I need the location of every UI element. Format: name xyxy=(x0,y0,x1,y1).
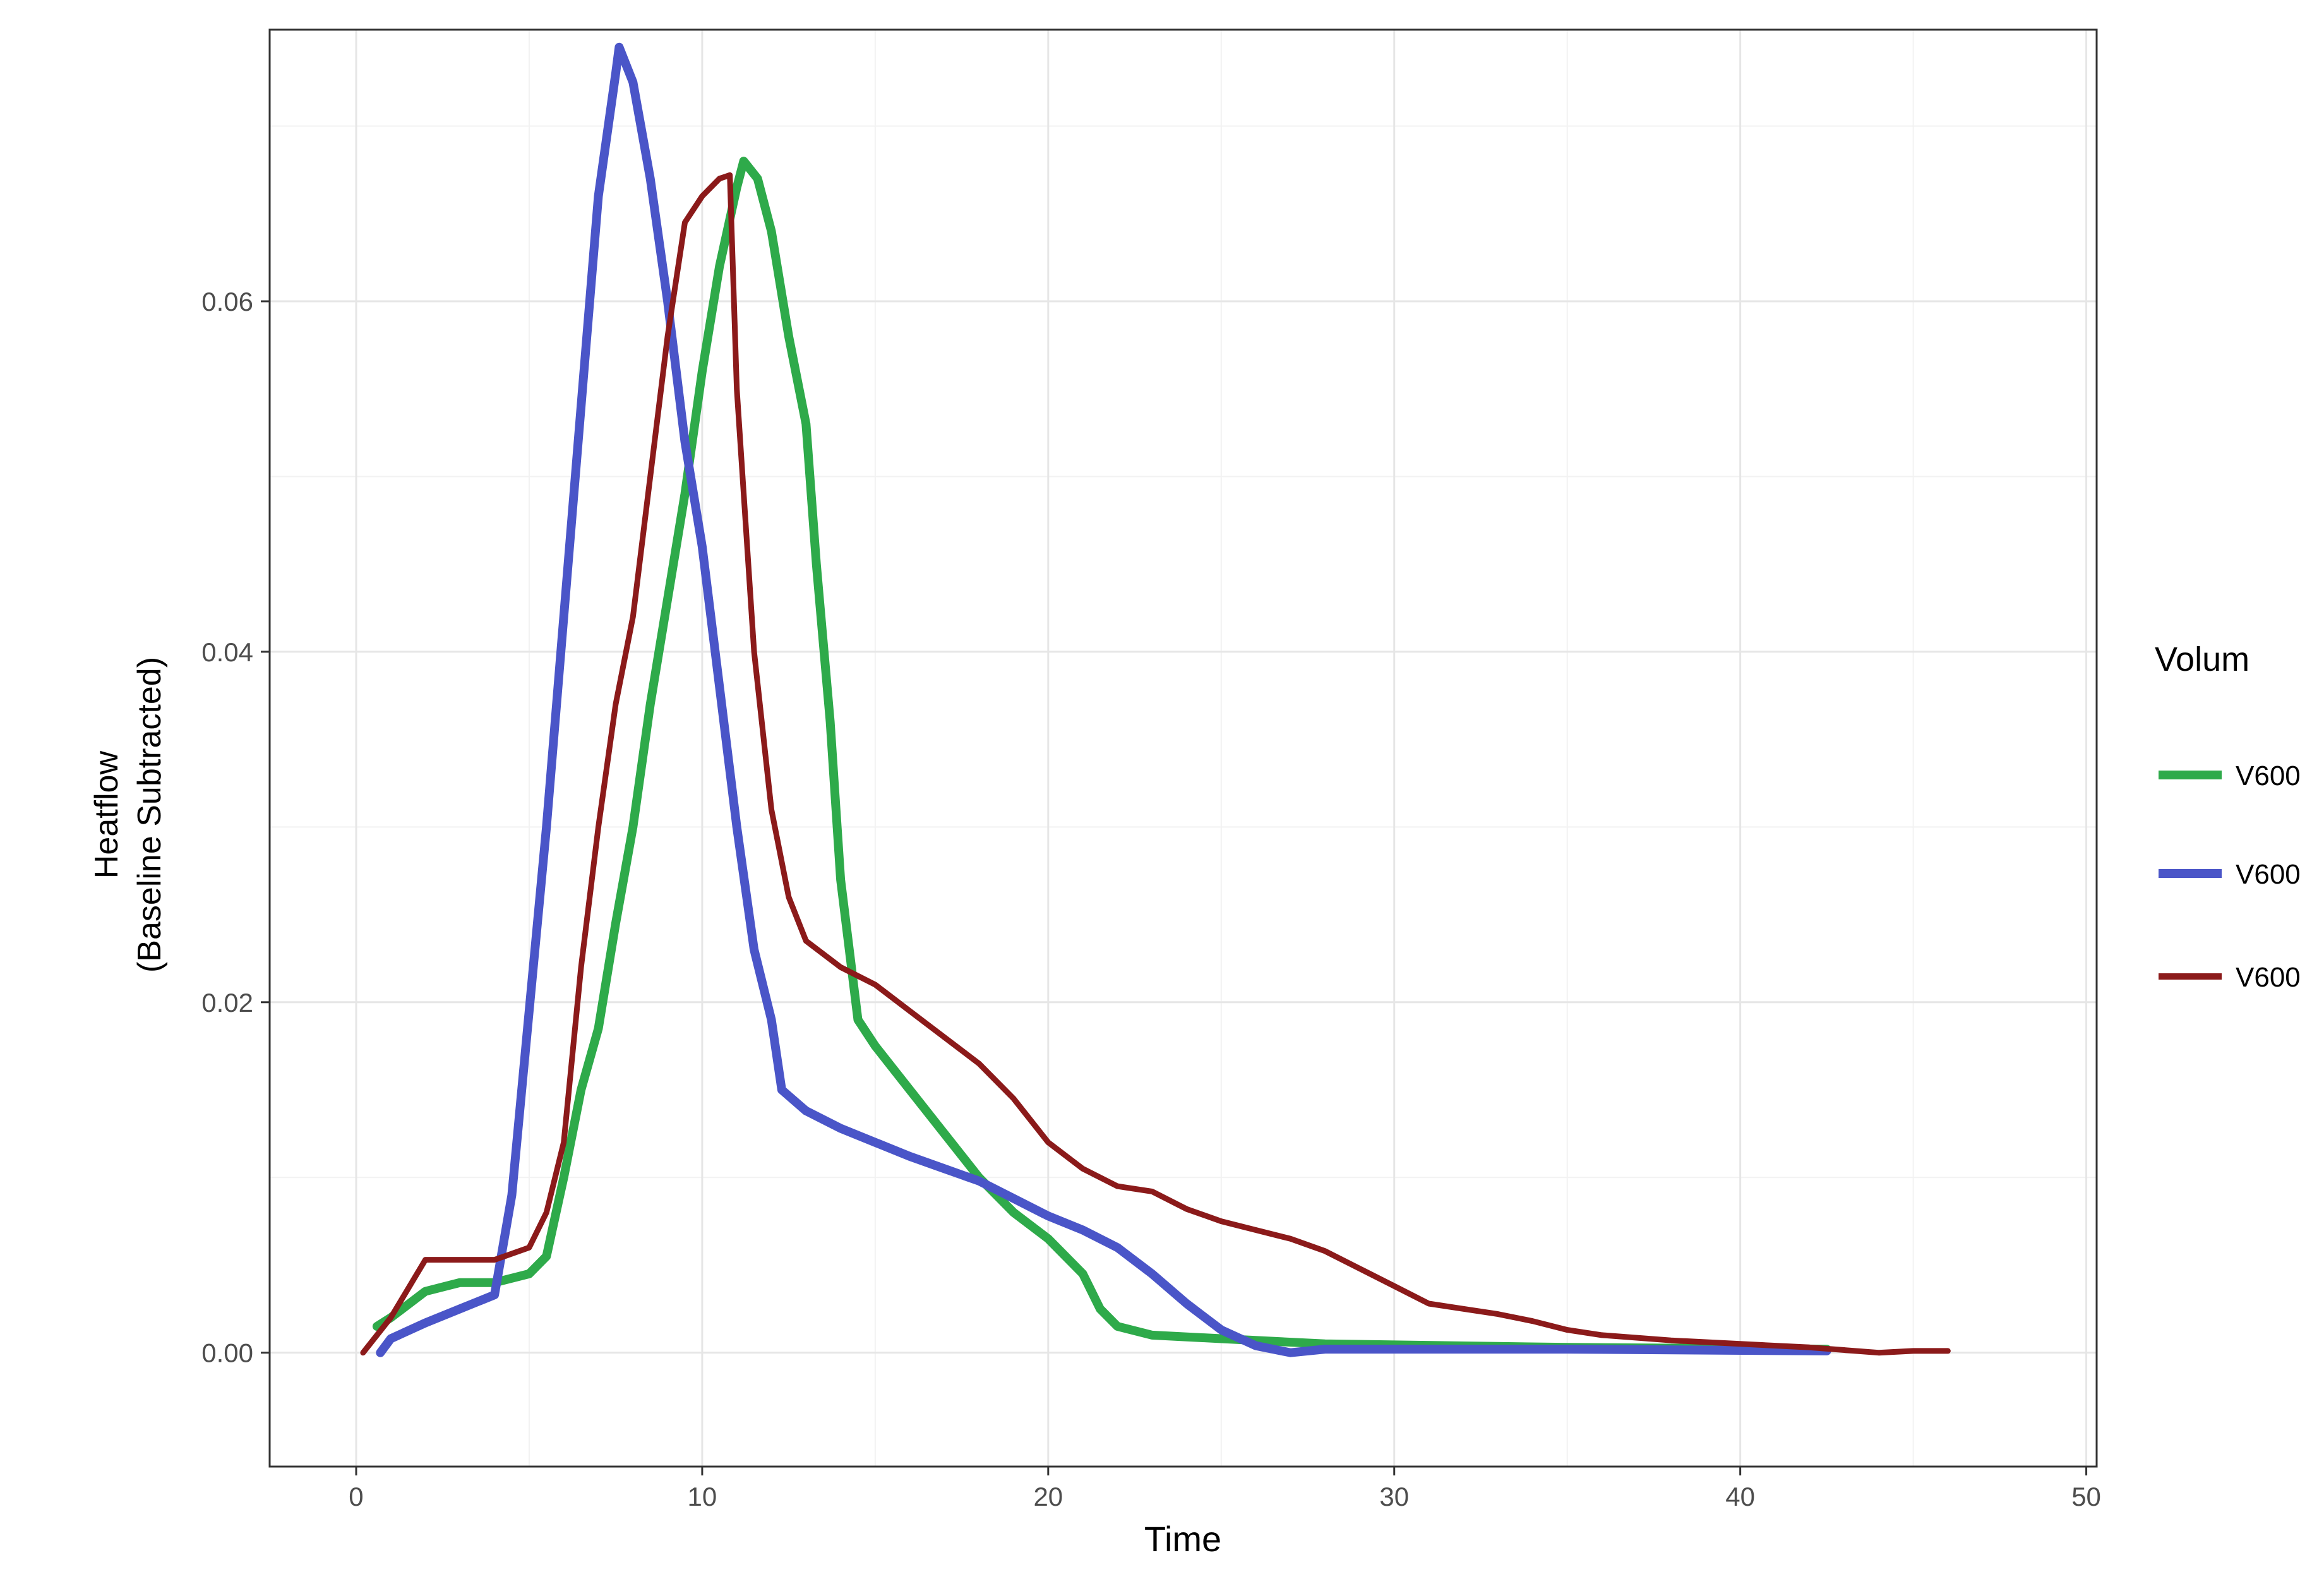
series-line-2 xyxy=(376,42,1831,1357)
y-axis-title-line1: Heatflow xyxy=(88,750,125,879)
y-tick-label: 0.02 xyxy=(201,988,253,1018)
legend: Volum V600 V600 V600 xyxy=(2155,640,2301,993)
series-line-3 xyxy=(360,172,1951,1356)
series-line-1 xyxy=(372,157,1831,1354)
x-tick-label: 0 xyxy=(349,1482,363,1511)
y-axis-title: Heatflow (Baseline Subtracted) xyxy=(88,657,168,973)
legend-label-2: V600 xyxy=(2236,859,2301,890)
x-axis: 0 10 20 30 40 50 xyxy=(349,1467,2101,1511)
x-tick-label: 40 xyxy=(1725,1482,1755,1511)
legend-entries: V600 V600 V600 xyxy=(2159,760,2301,993)
x-tick-label: 50 xyxy=(2071,1482,2101,1511)
y-axis: 0.00 0.02 0.04 0.06 xyxy=(201,287,270,1368)
major-gridlines xyxy=(270,30,2097,1467)
legend-label-1: V600 xyxy=(2236,760,2301,791)
legend-label-3: V600 xyxy=(2236,962,2301,993)
x-axis-title: Time xyxy=(1144,1519,1221,1559)
x-tick-label: 30 xyxy=(1379,1482,1409,1511)
y-tick-label: 0.00 xyxy=(201,1338,253,1368)
y-tick-label: 0.06 xyxy=(201,287,253,316)
plot-panel-border xyxy=(268,28,2098,1468)
x-tick-label: 20 xyxy=(1033,1482,1063,1511)
y-tick-label: 0.04 xyxy=(201,637,253,667)
minor-gridlines xyxy=(270,30,2097,1467)
legend-title: Volum xyxy=(2155,640,2249,678)
y-axis-title-line2: (Baseline Subtracted) xyxy=(131,657,168,973)
series-lines xyxy=(360,42,1951,1357)
x-tick-label: 10 xyxy=(688,1482,717,1511)
